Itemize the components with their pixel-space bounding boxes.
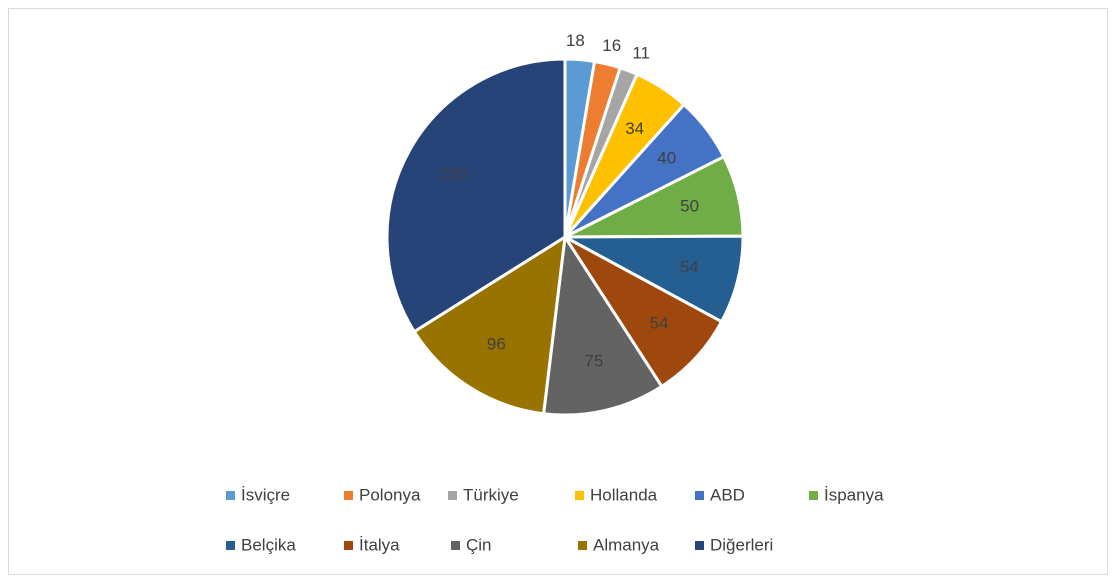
legend-swatch [344,541,353,550]
legend-label: İspanya [824,485,884,504]
data-label: 75 [584,351,603,370]
pie-slice [385,57,567,334]
legend-swatch [344,491,353,500]
legend-swatch [809,491,818,500]
legend-label: Diğerleri [710,535,773,554]
data-label: 50 [680,196,699,215]
data-label: 54 [680,258,699,277]
legend-swatch [451,541,460,550]
pie-slice [541,232,664,417]
data-label: 230 [439,164,467,183]
legend-label: Hollanda [590,485,658,504]
legend-swatch [578,541,587,550]
pie-slice [563,235,724,389]
legend-label: Almanya [593,535,660,554]
pie-slice [564,234,745,324]
legend-label: Belçika [241,535,296,554]
data-label: 18 [566,31,585,50]
legend-swatch [695,541,704,550]
legend-label: Türkiye [463,485,519,504]
legend-swatch [695,491,704,500]
data-label: 96 [487,335,506,354]
legend-label: ABD [710,485,745,504]
pie-slice [412,234,567,416]
legend-swatch [575,491,584,500]
legend-label: Polonya [359,485,421,504]
legend-swatch [226,491,235,500]
data-label: 34 [625,119,644,138]
legend-swatch [226,541,235,550]
data-label: 11 [632,43,650,62]
data-label: 16 [602,36,621,55]
legend-label: İtalya [359,535,400,554]
data-label: 54 [650,313,669,332]
legend-swatch [448,491,457,500]
legend-label: Çin [466,535,492,554]
legend-label: İsviçre [241,485,290,504]
data-label: 40 [657,149,676,168]
